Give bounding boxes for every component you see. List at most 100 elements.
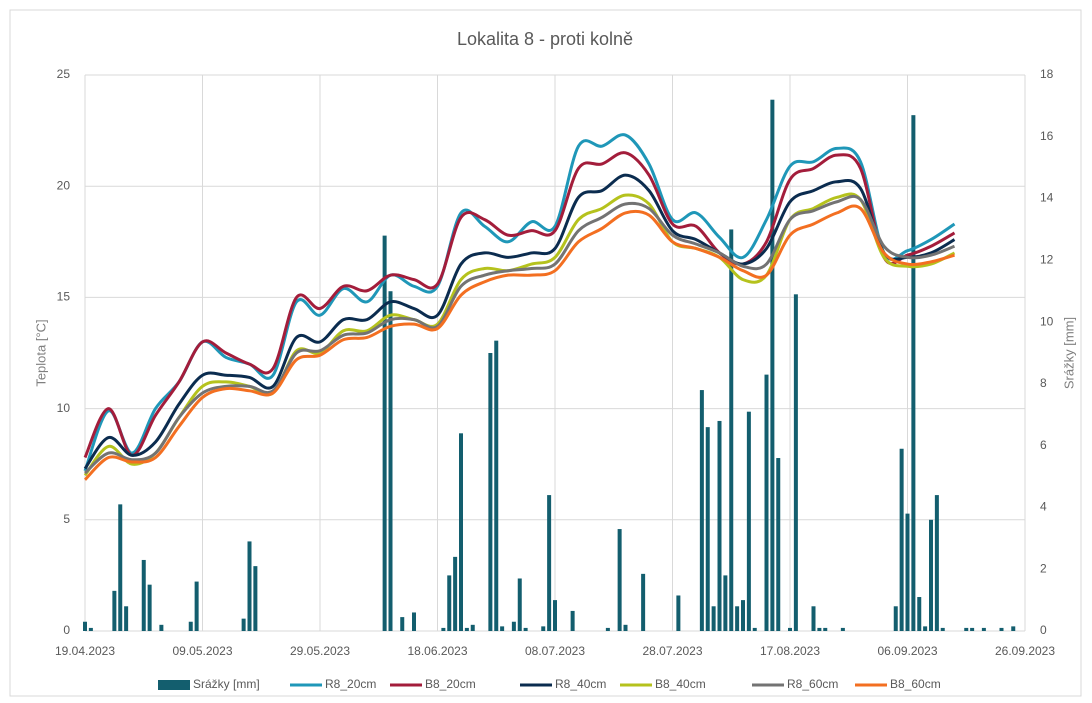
x-tick-label: 19.04.2023 (55, 644, 115, 658)
legend-label: B8_60cm (890, 677, 941, 691)
bar (241, 618, 246, 631)
bar (929, 519, 933, 631)
x-tick-label: 17.08.2023 (760, 644, 820, 658)
bar (412, 612, 416, 631)
bar (770, 99, 775, 631)
bar (752, 627, 757, 631)
y2-tick-label: 4 (1040, 500, 1047, 514)
bar (676, 595, 681, 631)
bar (83, 621, 87, 631)
bar (911, 115, 916, 631)
y2-tick-label: 14 (1040, 191, 1054, 205)
bar (917, 597, 922, 631)
bar (811, 606, 816, 631)
bar (711, 606, 716, 631)
y-axis-title: Teplota [°C] (33, 319, 48, 386)
x-tick-label: 09.05.2023 (172, 644, 232, 658)
bar (511, 621, 516, 631)
bar (553, 600, 557, 631)
line (83, 192, 956, 477)
bar (517, 578, 522, 631)
y-tick-label: 5 (63, 512, 70, 526)
bar (729, 229, 734, 631)
line (83, 173, 956, 470)
x-tick-label: 28.07.2023 (642, 644, 702, 658)
bar (764, 374, 769, 631)
bar (623, 624, 628, 631)
bar (823, 627, 828, 631)
bar (400, 617, 405, 631)
bar (118, 504, 123, 631)
chart-border (9, 9, 1082, 697)
bar (981, 627, 986, 631)
bar (253, 566, 258, 631)
bar (464, 627, 469, 631)
line (83, 204, 955, 481)
x-tick-label: 29.05.2023 (290, 644, 350, 658)
y-tick-label: 25 (57, 67, 71, 81)
bar (940, 627, 945, 631)
x-tick-label: 08.07.2023 (525, 644, 585, 658)
bar (605, 627, 610, 631)
y2-tick-label: 2 (1040, 561, 1047, 575)
y2-tick-label: 12 (1040, 253, 1054, 267)
bar (570, 610, 575, 631)
bar (188, 621, 193, 631)
legend-label: R8_40cm (555, 677, 606, 691)
bar (699, 390, 704, 631)
y-tick-label: 15 (57, 290, 71, 304)
bar (735, 606, 740, 631)
bar (141, 559, 146, 631)
bar (723, 575, 728, 631)
bar (382, 235, 387, 631)
bar (147, 584, 152, 631)
bar (899, 448, 904, 631)
y2-tick-label: 16 (1040, 129, 1054, 143)
bar (159, 624, 164, 631)
legend-swatch (158, 680, 190, 690)
bar (641, 573, 646, 631)
bar (523, 627, 528, 631)
bar (717, 420, 722, 631)
legend-label: Srážky [mm] (193, 677, 260, 691)
bar (547, 495, 552, 631)
line (83, 151, 956, 459)
y-tick-label: 10 (57, 401, 71, 415)
bar (541, 626, 546, 631)
bar (388, 291, 393, 631)
x-tick-label: 18.06.2023 (407, 644, 467, 658)
bar (840, 627, 845, 631)
bar (905, 513, 910, 631)
bar (441, 627, 446, 631)
bar (741, 600, 745, 631)
bar (893, 606, 898, 631)
legend-label: B8_40cm (655, 677, 706, 691)
bar (999, 627, 1004, 631)
legend-label: R8_20cm (325, 677, 376, 691)
y2-axis-title: Srážky [mm] (1061, 317, 1076, 389)
bar (964, 627, 969, 631)
bar (970, 627, 975, 631)
y2-tick-label: 6 (1040, 438, 1047, 452)
bar (112, 590, 117, 631)
bar (453, 556, 458, 631)
bar (923, 626, 928, 631)
legend-label: B8_20cm (425, 677, 476, 691)
line (83, 133, 956, 472)
x-tick-label: 06.09.2023 (877, 644, 937, 658)
bar (746, 411, 751, 631)
bar (788, 627, 792, 631)
bar (776, 458, 781, 631)
bar (447, 575, 452, 631)
bar (247, 541, 252, 631)
bar (88, 627, 93, 631)
line (83, 195, 956, 475)
bar (194, 581, 199, 631)
y-tick-label: 20 (57, 178, 71, 192)
bar (817, 627, 822, 631)
bar (488, 353, 493, 631)
bar (617, 529, 622, 631)
bar (470, 624, 475, 631)
x-tick-label: 26.09.2023 (995, 644, 1055, 658)
